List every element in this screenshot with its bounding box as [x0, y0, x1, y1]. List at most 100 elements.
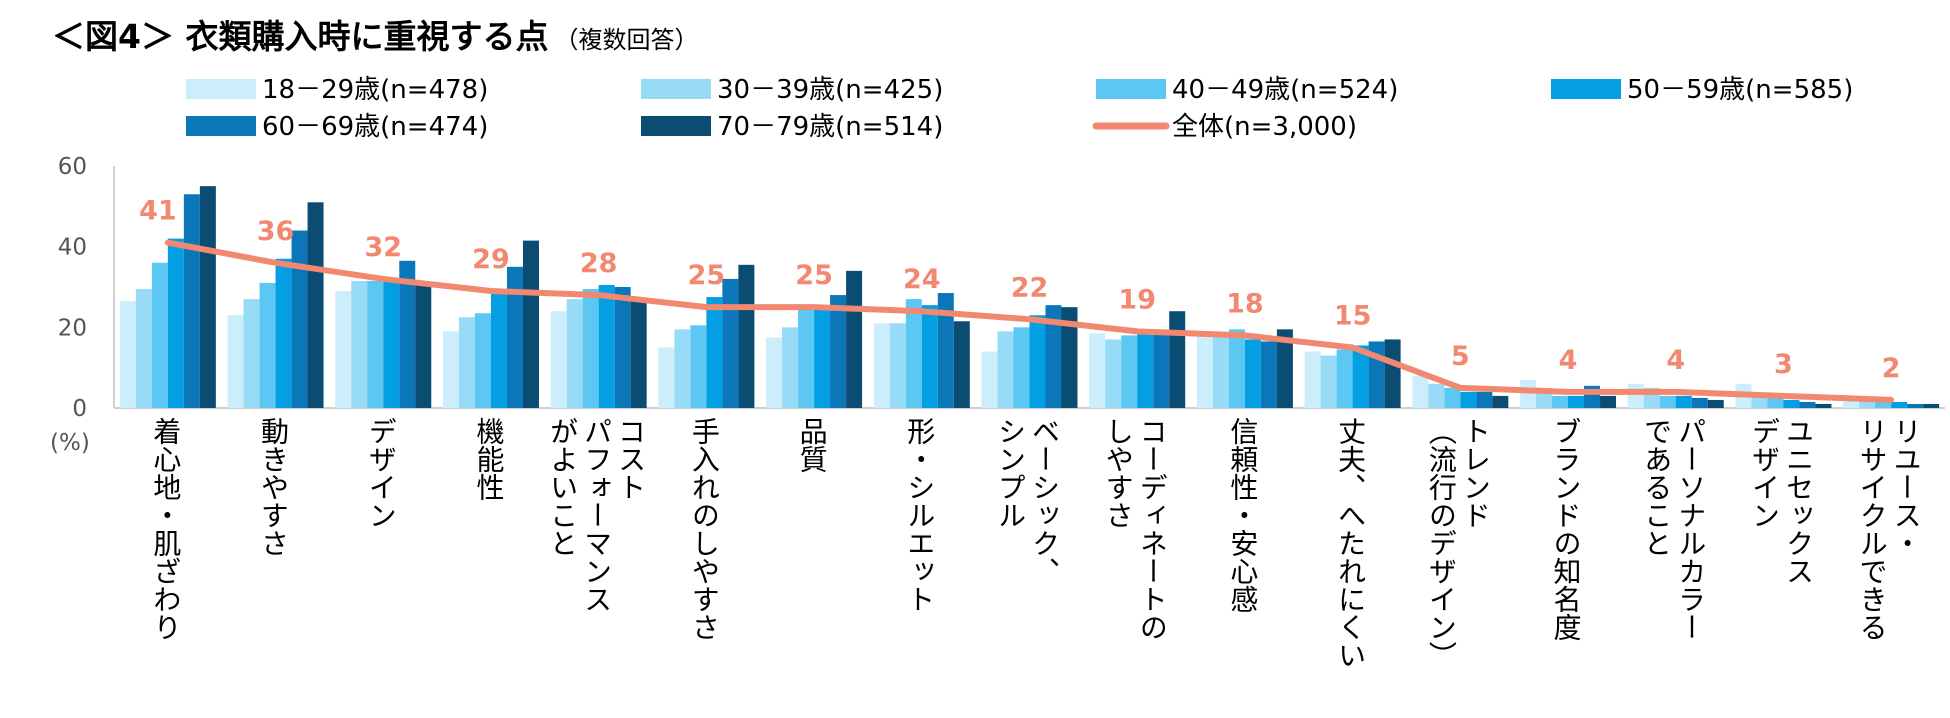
total-value-label: 25: [795, 260, 833, 291]
y-axis-unit-label: (%): [50, 430, 90, 456]
bar: [953, 321, 970, 408]
bar: [889, 323, 906, 408]
bar: [307, 202, 324, 408]
bar: [814, 307, 831, 408]
bar: [135, 289, 152, 408]
bar: [1600, 395, 1617, 408]
bar: [1891, 401, 1908, 408]
bar: [550, 311, 567, 408]
category-label: しやすさ: [1102, 417, 1135, 529]
bar: [1568, 395, 1585, 408]
bar: [1196, 335, 1213, 408]
bar: [1552, 395, 1569, 408]
bar: [1169, 311, 1186, 408]
bar: [335, 291, 352, 408]
bar: [442, 331, 459, 408]
bar: [830, 295, 847, 408]
bar: [598, 284, 615, 408]
y-tick-label: 60: [58, 154, 87, 180]
category-label: デザイン: [365, 417, 398, 529]
bar: [582, 289, 599, 408]
bar: [566, 299, 583, 408]
bar: [383, 278, 400, 408]
legend-swatch: [1551, 79, 1621, 99]
total-value-label: 29: [472, 244, 510, 275]
bar: [674, 329, 691, 408]
bar: [1276, 329, 1293, 408]
category-label: 着心地・肌ざわり: [149, 417, 182, 641]
bar: [738, 264, 755, 408]
total-value-label: 4: [1666, 345, 1685, 376]
total-value-label: 32: [364, 232, 402, 263]
category-label: （流行のデザイン）: [1425, 417, 1458, 669]
total-value-label: 41: [139, 196, 177, 227]
category-label: デザイン: [1748, 417, 1781, 529]
category-label: ユニセックス: [1782, 417, 1815, 585]
legend-label: 40－49歳(n=524): [1172, 75, 1398, 105]
bar: [474, 313, 491, 408]
total-value-label: 19: [1118, 284, 1156, 315]
total-line-layer: [164, 239, 1895, 403]
total-line: [164, 239, 1895, 403]
category-label: コーディネートの: [1136, 417, 1169, 641]
category-label: 品質: [796, 417, 829, 473]
bar: [1029, 315, 1046, 408]
total-value-label: 24: [903, 264, 941, 295]
bar: [1843, 397, 1860, 408]
legend-swatch: [186, 79, 256, 99]
bar: [1137, 331, 1154, 408]
bar: [766, 337, 783, 408]
axes: 0 20 40 60 (%): [50, 154, 1945, 456]
bar: [1815, 403, 1832, 408]
bar: [183, 194, 200, 408]
bar: [243, 299, 260, 408]
category-label: がよいこと: [546, 417, 579, 557]
bar: [275, 258, 292, 408]
bar: [1428, 383, 1445, 408]
category-label: コスト: [614, 417, 647, 501]
bar: [1627, 383, 1644, 408]
bar: [1320, 355, 1337, 408]
total-value-label: 22: [1011, 272, 1049, 303]
category-label: パーソナルカラー: [1674, 417, 1707, 641]
bar: [1875, 399, 1892, 408]
bar: [415, 282, 432, 408]
category-label: 丈夫、へたれにくい: [1334, 417, 1367, 669]
bar: [905, 299, 922, 408]
bar: [1520, 379, 1537, 408]
total-value-label: 5: [1451, 341, 1470, 372]
bar: [458, 317, 475, 408]
bar: [1783, 399, 1800, 408]
bar: [1412, 375, 1429, 408]
total-value-label: 36: [257, 216, 295, 247]
bar: [1384, 339, 1401, 408]
bar: [630, 301, 647, 408]
y-tick-label: 0: [72, 396, 87, 422]
category-label: 形・シルエット: [903, 417, 936, 613]
bar: [1859, 399, 1876, 408]
bar: [199, 186, 216, 408]
category-label: 手入れのしやすさ: [688, 417, 721, 641]
bar: [997, 331, 1014, 408]
bar: [1244, 339, 1261, 408]
bar: [1707, 399, 1724, 408]
category-label: 動きやすさ: [257, 417, 290, 557]
bar: [1045, 305, 1062, 408]
total-value-label: 28: [580, 248, 618, 279]
total-value-label: 15: [1334, 301, 1372, 332]
legend-label: 50－59歳(n=585): [1627, 75, 1853, 105]
bar: [1260, 341, 1277, 408]
bar: [506, 266, 523, 408]
bar: [1336, 349, 1353, 408]
bar: [1444, 387, 1461, 408]
category-label: パフォーマンス: [580, 417, 613, 613]
bar: [873, 323, 890, 408]
bar: [227, 315, 244, 408]
bar: [1799, 401, 1816, 408]
bar: [1492, 395, 1509, 408]
bar: [1691, 397, 1708, 408]
y-tick-label: 20: [58, 315, 87, 341]
bar: [1751, 395, 1768, 408]
